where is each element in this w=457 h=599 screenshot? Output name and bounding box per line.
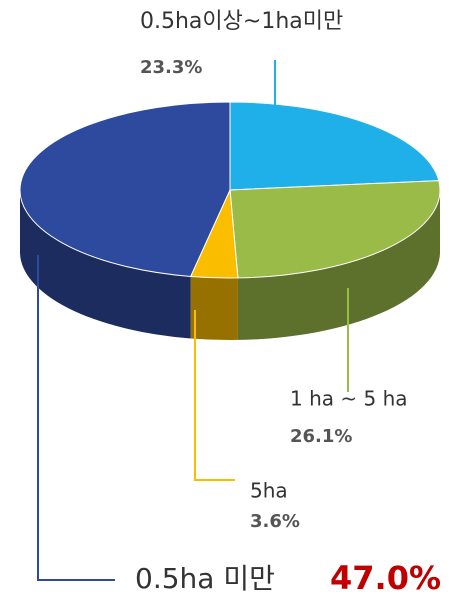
slice (229, 101, 440, 191)
value-label: 26.1% (290, 426, 352, 447)
leader-line (37, 255, 115, 581)
slice (229, 180, 441, 279)
slice (19, 101, 231, 277)
leader-line (194, 310, 235, 481)
slice-side (20, 190, 191, 339)
slice-side (237, 190, 440, 340)
category-label: 1 ha ~ 5 ha (290, 387, 408, 411)
value-label: 23.3% (140, 57, 202, 78)
value-label: 3.6% (250, 511, 300, 532)
value-label: 47.0% (330, 559, 441, 597)
category-label: 0.5ha 미만 (135, 562, 275, 595)
category-label: 5ha (250, 479, 288, 503)
slice-side (190, 276, 238, 340)
category-label: 0.5ha이상~1ha미만 (140, 9, 343, 34)
